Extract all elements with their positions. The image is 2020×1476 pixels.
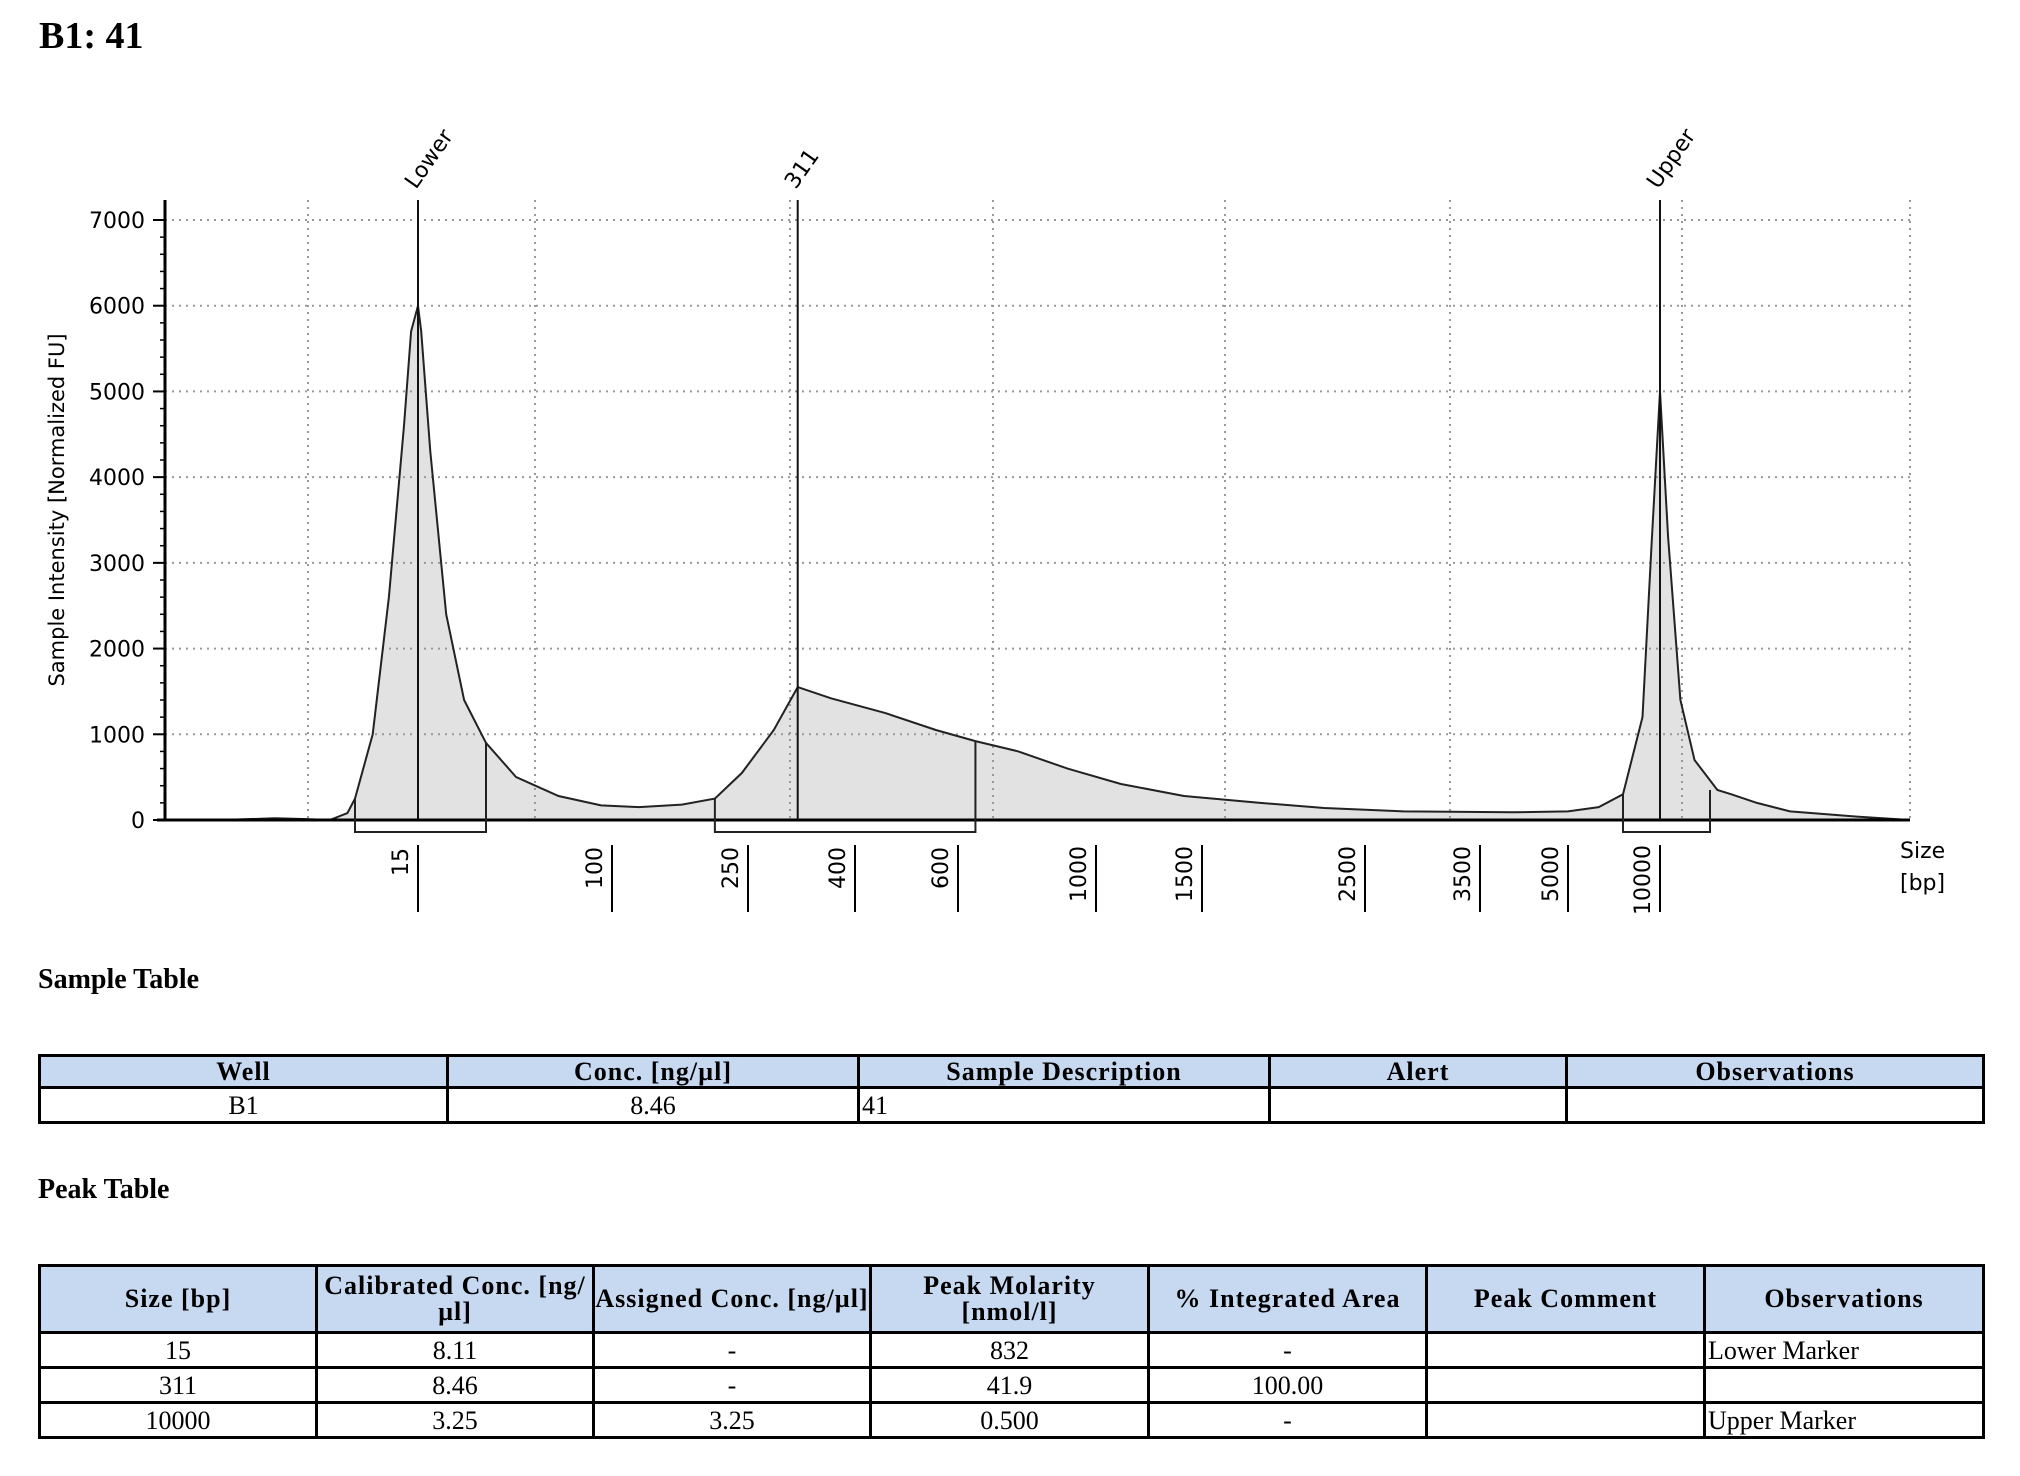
table-cell xyxy=(1425,1401,1706,1439)
y-axis-label: Sample Intensity [Normalized FU] xyxy=(45,333,69,686)
table-cell: 8.46 xyxy=(446,1086,860,1124)
integration-region xyxy=(713,741,977,833)
table-cell: 0.500 xyxy=(869,1401,1150,1439)
table-cell xyxy=(1425,1331,1706,1369)
trace-line xyxy=(219,305,1911,822)
table-row: 311 8.46 - 41.9 100.00 xyxy=(38,1366,1985,1404)
x-tick-label: 10000 xyxy=(1631,845,1656,915)
peak-label: Upper xyxy=(1642,124,1701,194)
col-header: Alert xyxy=(1268,1054,1568,1089)
peak-table: Size [bp] Calibrated Conc. [ng/µl] Assig… xyxy=(38,1264,1985,1439)
table-cell: 3.25 xyxy=(315,1401,595,1439)
y-tick-label: 2000 xyxy=(89,638,145,663)
table-cell xyxy=(1703,1366,1985,1404)
col-header: Peak Comment xyxy=(1425,1264,1706,1334)
sample-table-header-row: Well Conc. [ng/µl] Sample Description Al… xyxy=(38,1054,1985,1089)
col-header: Assigned Conc. [ng/µl] xyxy=(592,1264,872,1334)
x-tick-label: 15 xyxy=(389,848,414,876)
x-axis-label: [bp] xyxy=(1900,871,1945,896)
x-tick-label: 400 xyxy=(826,847,851,889)
table-cell: 41 xyxy=(857,1086,1271,1124)
table-cell: - xyxy=(1147,1401,1428,1439)
col-header: Size [bp] xyxy=(38,1264,318,1334)
table-cell: - xyxy=(1147,1331,1428,1369)
x-tick-label: 600 xyxy=(929,847,954,889)
table-cell xyxy=(1268,1086,1568,1124)
x-tick-label: 1500 xyxy=(1173,846,1198,902)
col-header: Peak Molarity [nmol/l] xyxy=(869,1264,1150,1334)
sample-table: Well Conc. [ng/µl] Sample Description Al… xyxy=(38,1054,1985,1124)
table-cell: 8.11 xyxy=(315,1331,595,1369)
peak-label: Lower xyxy=(400,124,459,193)
y-tick-label: 5000 xyxy=(89,380,145,405)
col-header: Observations xyxy=(1565,1054,1985,1089)
table-cell: 8.46 xyxy=(315,1366,595,1404)
peak-table-heading: Peak Table xyxy=(38,1174,170,1205)
col-header: Calibrated Conc. [ng/µl] xyxy=(315,1264,595,1334)
table-row: B1 8.46 41 xyxy=(38,1086,1985,1124)
integration-region xyxy=(354,742,487,833)
col-header: % Integrated Area xyxy=(1147,1264,1428,1334)
peak-label: 311 xyxy=(780,145,825,194)
peak-table-header-row: Size [bp] Calibrated Conc. [ng/µl] Assig… xyxy=(38,1264,1985,1334)
col-header: Well xyxy=(38,1054,449,1089)
col-header: Sample Description xyxy=(857,1054,1271,1089)
electropherogram-chart: 0 1000 2000 3000 4000 5000 6000 7000 Sample Inte… xyxy=(45,124,1945,915)
y-tick-label: 4000 xyxy=(89,466,145,491)
y-tick-label: 7000 xyxy=(89,209,145,234)
y-tick-label: 1000 xyxy=(89,723,145,748)
col-header: Conc. [ng/µl] xyxy=(446,1054,860,1089)
y-tick-label: 6000 xyxy=(89,295,145,320)
x-tick-label: 1000 xyxy=(1067,846,1092,902)
table-cell: 3.25 xyxy=(592,1401,872,1439)
table-cell: Upper Marker xyxy=(1703,1401,1985,1439)
table-row: 15 8.11 - 832 - Lower Marker xyxy=(38,1331,1985,1369)
table-cell: 832 xyxy=(869,1331,1150,1369)
y-tick-label: 3000 xyxy=(89,552,145,577)
table-cell xyxy=(1425,1366,1706,1404)
table-cell: 311 xyxy=(38,1366,318,1404)
table-cell: - xyxy=(592,1331,872,1369)
x-tick-label: 3500 xyxy=(1451,846,1476,902)
table-row: 10000 3.25 3.25 0.500 - Upper Marker xyxy=(38,1401,1985,1439)
integration-region xyxy=(1622,790,1711,833)
table-cell: B1 xyxy=(38,1086,449,1124)
table-cell: Lower Marker xyxy=(1703,1331,1985,1369)
table-cell xyxy=(1565,1086,1985,1124)
x-tick-label: 100 xyxy=(583,847,608,889)
trace-area xyxy=(219,305,1910,820)
col-header: Observations xyxy=(1703,1264,1985,1334)
sample-table-heading: Sample Table xyxy=(38,964,200,995)
x-tick-label: 2500 xyxy=(1336,846,1361,902)
x-axis-label: Size xyxy=(1900,839,1945,864)
table-cell: - xyxy=(592,1366,872,1404)
table-cell: 10000 xyxy=(38,1401,318,1439)
table-cell: 41.9 xyxy=(869,1366,1150,1404)
table-cell: 15 xyxy=(38,1331,318,1369)
y-tick-label: 0 xyxy=(131,809,145,834)
table-cell: 100.00 xyxy=(1147,1366,1428,1404)
x-tick-label: 250 xyxy=(719,847,744,889)
x-tick-label: 5000 xyxy=(1539,846,1564,902)
report-title: B1: 41 xyxy=(39,15,144,57)
